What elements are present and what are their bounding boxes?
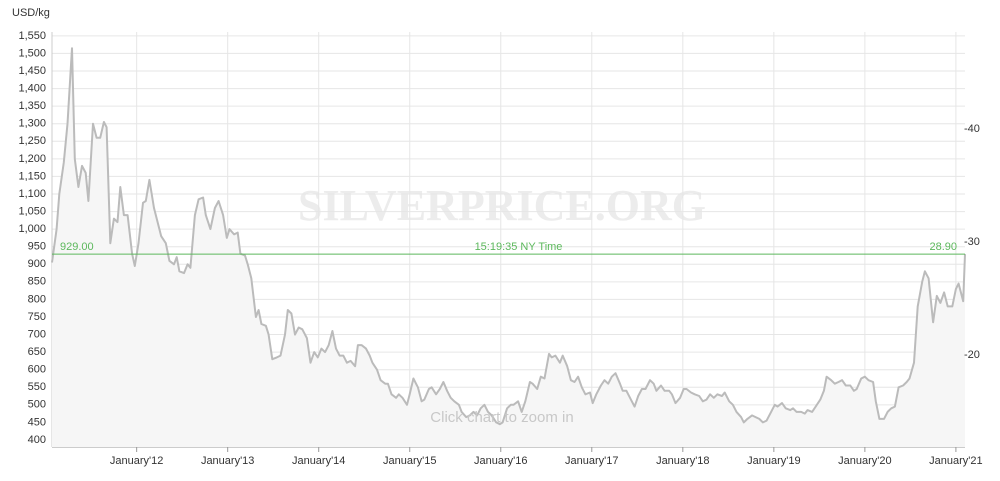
- y-tick-label: 1,250: [18, 135, 46, 147]
- current-time-label: 15:19:35 NY Time: [475, 241, 563, 253]
- y-tick-label: 550: [28, 381, 46, 393]
- y-tick-label: 1,300: [18, 118, 46, 130]
- y-tick-label: 1,400: [18, 82, 46, 94]
- x-tick-label: January'16: [474, 455, 527, 467]
- plot: [51, 47, 966, 447]
- current-price-label: 929.00: [60, 241, 94, 253]
- x-tick-label: January'13: [201, 455, 254, 467]
- y-tick-label: 1,450: [18, 65, 46, 77]
- y-tick-label: 1,000: [18, 223, 46, 235]
- y-tick-label: 650: [28, 346, 46, 358]
- x-tick-label: January'20: [838, 455, 891, 467]
- area-fill: [52, 48, 965, 447]
- y-tick-label: 450: [28, 416, 46, 428]
- y-tick-label: 1,150: [18, 170, 46, 182]
- overlay: 929.00 15:19:35 NY Time 28.90 Click chart t…: [52, 241, 965, 426]
- x-tick-label: January'12: [110, 455, 163, 467]
- x-tick-label: January'19: [747, 455, 800, 467]
- y-tick-label: 1,500: [18, 47, 46, 59]
- y-tick-label: 700: [28, 328, 46, 340]
- y-tick-label: 950: [28, 241, 46, 253]
- y-tick-label: 900: [28, 258, 46, 270]
- y2-tick-label: -30: [964, 236, 980, 248]
- y2-tick-label: -40: [964, 123, 980, 135]
- y-tick-label: 800: [28, 293, 46, 305]
- y-tick-label: 600: [28, 364, 46, 376]
- x-tick-label: January'21: [929, 455, 982, 467]
- x-tick-label: January'18: [656, 455, 709, 467]
- y-tick-label: 1,350: [18, 100, 46, 112]
- y-tick-label: 850: [28, 276, 46, 288]
- y-tick-label: 1,550: [18, 30, 46, 42]
- x-tick-label: January'15: [383, 455, 436, 467]
- y-tick-label: 1,100: [18, 188, 46, 200]
- x-tick-label: January'17: [565, 455, 618, 467]
- zoom-hint: Click chart to zoom in: [430, 409, 573, 426]
- x-tick-label: January'14: [292, 455, 345, 467]
- current-price-y2-label: 28.90: [929, 241, 957, 253]
- y2-tick-label: -20: [964, 349, 980, 361]
- y-tick-label: 1,200: [18, 153, 46, 165]
- watermark: SILVERPRICE.ORG: [298, 181, 706, 230]
- price-line: [51, 47, 966, 426]
- y-axis-unit: USD/kg: [12, 7, 50, 19]
- y-tick-label: 1,050: [18, 205, 46, 217]
- y-tick-label: 750: [28, 311, 46, 323]
- y-tick-label: 400: [28, 434, 46, 446]
- y-tick-label: 500: [28, 399, 46, 411]
